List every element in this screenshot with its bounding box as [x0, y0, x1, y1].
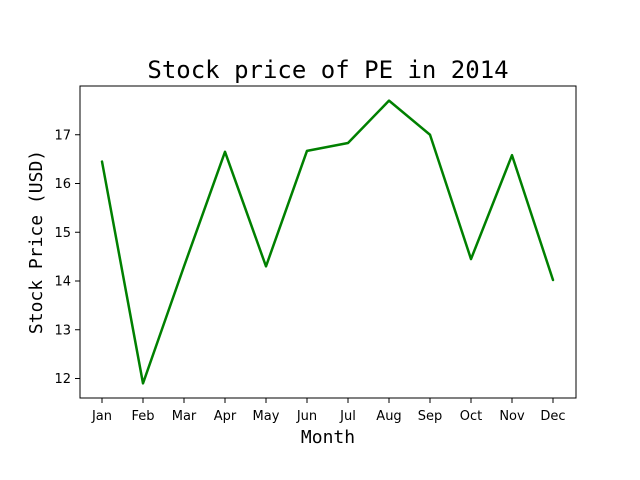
y-tick-label: 13	[54, 323, 71, 338]
x-tick-label: Aug	[376, 409, 401, 424]
y-tick-label: 15	[54, 226, 71, 241]
x-tick-label: Dec	[540, 409, 565, 424]
y-tick-label: 14	[54, 275, 71, 290]
x-tick-label: Jan	[91, 409, 112, 424]
x-tick-label: Mar	[172, 409, 197, 424]
y-axis-ticks: 12 13 14 15 16 17	[54, 128, 80, 387]
x-tick-label: Nov	[499, 409, 525, 424]
axes-frame	[79, 85, 577, 399]
x-tick-label: Feb	[131, 409, 154, 424]
series-group	[100, 99, 555, 385]
x-tick-label: Oct	[460, 409, 482, 424]
x-tick-label: Apr	[214, 409, 237, 424]
chart-title: Stock price of PE in 2014	[147, 56, 508, 84]
x-axis-ticks: Jan Feb Mar Apr May Jun Jul Aug Sep Oct Nov Dec	[91, 398, 566, 424]
y-tick-label: 17	[54, 128, 71, 143]
y-tick-label: 12	[54, 372, 71, 387]
x-tick-label: Jun	[296, 409, 317, 424]
x-tick-label: Sep	[418, 409, 443, 424]
plot-area: 12 13 14 15 16 17 Jan Feb Mar Apr May Jun Jul Aug Sep…	[54, 85, 577, 424]
x-tick-label: Jul	[339, 409, 356, 424]
series-line	[100, 99, 555, 385]
y-tick-label: 16	[54, 177, 71, 192]
x-tick-label: May	[253, 409, 280, 424]
y-axis-label: Stock Price (USD)	[26, 150, 47, 334]
x-axis-label: Month	[301, 427, 355, 448]
